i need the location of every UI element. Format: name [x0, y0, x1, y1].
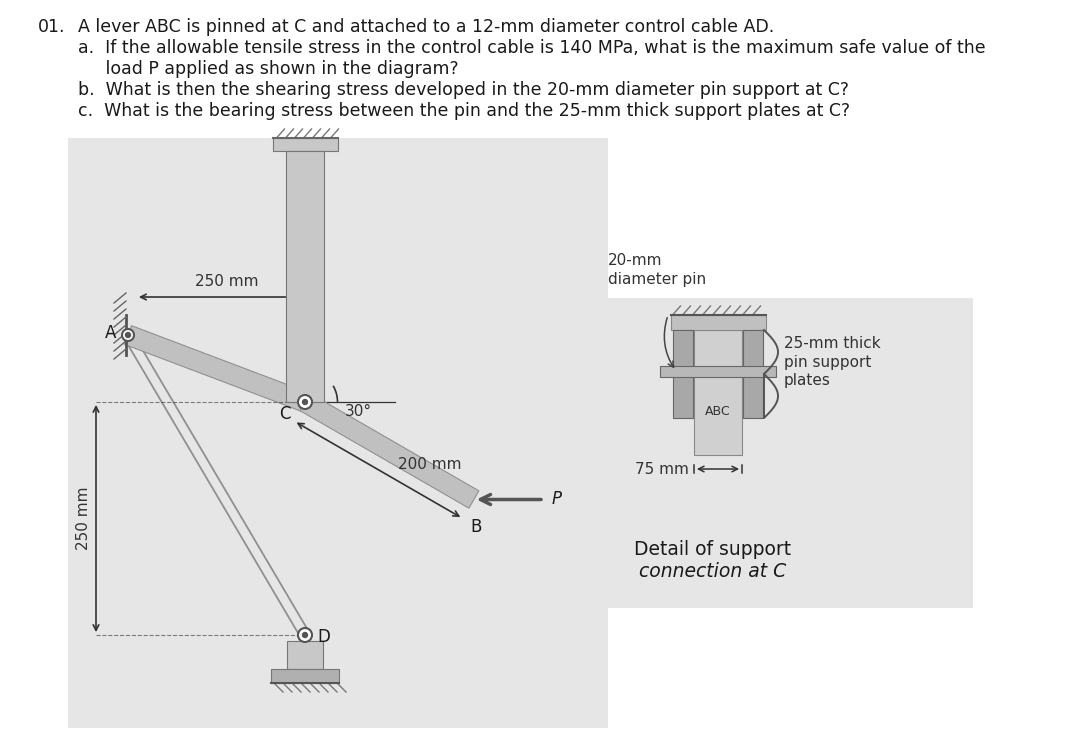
Polygon shape [124, 325, 309, 411]
Text: 30°: 30° [345, 405, 373, 420]
Text: c.  What is the bearing stress between the pin and the 25-mm thick support plate: c. What is the bearing stress between th… [78, 102, 850, 120]
Text: 250 mm: 250 mm [194, 274, 258, 289]
Bar [286, 151, 324, 402]
Circle shape [302, 633, 308, 637]
Text: Detail of support: Detail of support [634, 540, 792, 559]
Text: 25-mm thick
pin support
plates: 25-mm thick pin support plates [784, 336, 880, 388]
Bar [598, 298, 973, 608]
Bar [287, 641, 323, 669]
Text: ABC: ABC [705, 405, 731, 418]
Circle shape [298, 395, 312, 409]
Text: b.  What is then the shearing stress developed in the 20-mm diameter pin support: b. What is then the shearing stress deve… [78, 81, 849, 99]
Text: 200 mm: 200 mm [399, 458, 462, 473]
Bar [743, 330, 762, 418]
Bar [671, 315, 766, 330]
Bar [694, 330, 742, 455]
Circle shape [125, 332, 131, 337]
Bar [272, 138, 337, 151]
Text: 01.: 01. [38, 18, 66, 36]
Bar [68, 138, 608, 728]
Polygon shape [300, 393, 478, 508]
Circle shape [298, 628, 312, 642]
Text: a.  If the allowable tensile stress in the control cable is 140 MPa, what is the: a. If the allowable tensile stress in th… [78, 39, 986, 57]
Text: A: A [105, 324, 116, 342]
Circle shape [122, 329, 134, 341]
Text: P: P [552, 491, 562, 509]
Circle shape [302, 399, 308, 405]
Text: 75 mm: 75 mm [635, 461, 689, 476]
Text: connection at C: connection at C [639, 562, 786, 581]
Text: B: B [470, 517, 482, 535]
Bar [660, 365, 777, 377]
Text: C: C [280, 405, 291, 423]
Text: 20-mm
diameter pin: 20-mm diameter pin [608, 254, 706, 287]
Text: A lever ABC is pinned at C and attached to a 12-mm diameter control cable AD.: A lever ABC is pinned at C and attached … [78, 18, 774, 36]
Text: 250 mm: 250 mm [76, 487, 91, 550]
Text: load P applied as shown in the diagram?: load P applied as shown in the diagram? [78, 60, 459, 78]
Bar [271, 669, 339, 683]
Bar [673, 330, 693, 418]
Text: D: D [318, 628, 329, 646]
